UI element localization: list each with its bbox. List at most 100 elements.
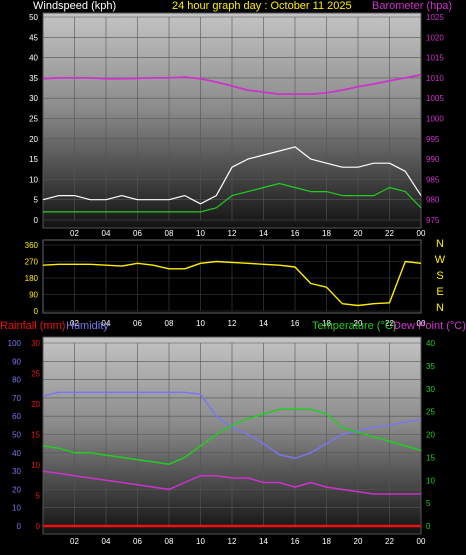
humidity-tick-label: 60 (12, 412, 21, 421)
direction-x-ticks: 02 04 06 08 10 12 14 16 18 20 22 00 (70, 319, 426, 328)
x-tick-label: 00 (417, 319, 426, 328)
x-tick-label: 00 (417, 229, 426, 238)
x-tick-label: 22 (385, 229, 394, 238)
temperature-title: Temperature (°C) (312, 320, 396, 332)
x-tick-label: 02 (70, 537, 79, 546)
temp-panel-series (42, 391, 422, 528)
wind-tick-label: 45 (29, 33, 38, 42)
x-tick-label: 10 (196, 229, 205, 238)
wind-tick-label: 0 (34, 216, 39, 225)
humidity-tick-label: 20 (12, 485, 21, 494)
temperature-tick-label: 15 (426, 453, 435, 462)
x-tick-label: 14 (259, 537, 268, 546)
humidity-tick-label: 90 (12, 357, 21, 366)
direction-tick-label: 360 (25, 241, 39, 250)
barometer-tick-label: 980 (426, 196, 440, 205)
x-tick-label: 22 (385, 537, 394, 546)
barometer-tick-label: 985 (426, 175, 440, 184)
wind-tick-label: 25 (29, 115, 38, 124)
humidity-tick-label: 80 (12, 376, 21, 385)
direction-panel-grid (43, 244, 422, 312)
windspeed-title: Windspeed (kph) (33, 0, 116, 12)
direction-tick-label: 270 (25, 258, 39, 267)
humidity-tick-label: 30 (12, 467, 21, 476)
temperature-tick-label: 40 (426, 339, 435, 348)
rainfall-tick-label: 20 (31, 400, 40, 409)
x-tick-label: 18 (322, 229, 331, 238)
compass-letter: S (436, 270, 443, 282)
x-tick-label: 14 (259, 319, 268, 328)
wind-tick-label: 20 (29, 135, 38, 144)
x-tick-label: 00 (417, 537, 426, 546)
wind-tick-label: 50 (29, 13, 38, 22)
x-tick-label: 12 (228, 537, 237, 546)
x-tick-label: 06 (133, 319, 142, 328)
temperature-tick-label: 35 (426, 362, 435, 371)
x-tick-label: 08 (165, 229, 174, 238)
x-tick-label: 12 (228, 229, 237, 238)
temperature-axis: 0 5 10 15 20 25 30 35 40 (426, 339, 435, 531)
wind-panel-grid: 02 04 06 08 10 12 14 16 18 20 22 00 (43, 16, 426, 238)
wind-tick-label: 5 (34, 196, 39, 205)
temp-x-ticks: 02 04 06 08 10 12 14 16 18 20 22 00 (70, 537, 426, 546)
rainfall-tick-label: 5 (36, 492, 41, 501)
x-tick-label: 02 (70, 319, 79, 328)
x-tick-label: 16 (291, 229, 300, 238)
temperature-tick-label: 10 (426, 476, 435, 485)
x-tick-label: 18 (322, 537, 331, 546)
dewpoint-title: Dew Point (°C) (393, 320, 466, 332)
compass-letter: N (436, 238, 444, 250)
x-tick-label: 02 (70, 229, 79, 238)
x-tick-label: 08 (165, 537, 174, 546)
direction-tick-label: 180 (25, 274, 39, 283)
x-tick-label: 16 (291, 319, 300, 328)
wind-tick-label: 10 (29, 175, 38, 184)
series-humidity (42, 391, 422, 460)
wind-tick-label: 35 (29, 74, 38, 83)
humidity-tick-label: 50 (12, 431, 21, 440)
rainfall-title: Rainfall (mm) (0, 320, 65, 332)
series-dewpoint (42, 470, 421, 495)
direction-tick-label: 90 (29, 291, 38, 300)
humidity-tick-label: 40 (12, 449, 21, 458)
humidity-tick-label: 70 (12, 394, 21, 403)
x-tick-label: 10 (196, 537, 205, 546)
x-tick-label: 20 (354, 229, 363, 238)
barometer-tick-label: 995 (426, 135, 440, 144)
barometer-tick-label: 1025 (426, 13, 444, 22)
direction-panel-series (42, 260, 422, 307)
rainfall-tick-label: 0 (36, 522, 41, 531)
barometer-tick-label: 975 (426, 216, 440, 225)
series-barometer (42, 73, 422, 95)
wind-left-axis: 0 5 10 15 20 25 30 35 40 45 50 (29, 13, 38, 225)
compass-letter: W (435, 254, 446, 266)
temp-panel: 02 04 06 08 10 12 14 16 18 20 22 00 010203040506070… (8, 336, 435, 546)
rainfall-tick-label: 30 (31, 339, 40, 348)
x-tick-label: 18 (322, 319, 331, 328)
compass-letter: E (436, 286, 443, 298)
series-temperature (42, 408, 422, 465)
rainfall-tick-label: 25 (31, 370, 40, 379)
temperature-tick-label: 5 (426, 499, 431, 508)
temperature-tick-label: 20 (426, 431, 435, 440)
x-tick-label: 06 (133, 229, 142, 238)
barometer-tick-label: 1010 (426, 74, 444, 83)
barometer-tick-label: 1020 (426, 33, 444, 42)
wind-tick-label: 15 (29, 155, 38, 164)
humidity-tick-label: 100 (8, 339, 22, 348)
wind-panel-series (42, 73, 422, 213)
x-tick-label: 04 (102, 319, 111, 328)
humidity-tick-label: 10 (12, 504, 21, 513)
x-tick-label: 22 (385, 319, 394, 328)
graph-date-title: 24 hour graph day : October 11 2025 (172, 0, 352, 12)
humidity-title: Humidity (66, 320, 109, 332)
x-tick-label: 06 (133, 537, 142, 546)
wind-panel: 02 04 06 08 10 12 14 16 18 20 22 00 051015202530354… (29, 12, 444, 238)
rainfall-tick-label: 15 (31, 431, 40, 440)
series-wind_avg (43, 182, 422, 213)
barometer-tick-label: 1005 (426, 94, 444, 103)
x-tick-label: 20 (354, 319, 363, 328)
wind-tick-label: 30 (29, 94, 38, 103)
x-tick-label: 04 (102, 229, 111, 238)
